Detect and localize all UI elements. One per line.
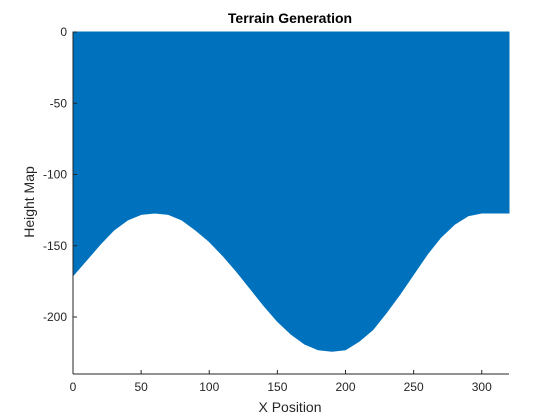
series-layer bbox=[72, 31, 510, 352]
x-tick-label: 0 bbox=[70, 380, 77, 394]
y-tick-label: -50 bbox=[50, 96, 68, 110]
ticks-layer: 0 50 100 150 200 250 300 0 -50 -100 -150 -200 bbox=[43, 25, 492, 394]
x-tick-label: 150 bbox=[267, 380, 287, 394]
x-tick-label: 200 bbox=[335, 380, 355, 394]
x-tick-label: 300 bbox=[472, 380, 492, 394]
y-tick-label: -200 bbox=[43, 310, 67, 324]
y-tick-label: -100 bbox=[43, 168, 67, 182]
y-tick-label: 0 bbox=[60, 25, 67, 39]
x-axis-label: X Position bbox=[258, 399, 321, 415]
y-axis-label: Height Map bbox=[21, 166, 37, 238]
x-tick-label: 50 bbox=[134, 380, 148, 394]
x-tick-label: 250 bbox=[404, 380, 424, 394]
y-tick-label: -150 bbox=[43, 239, 67, 253]
chart-title: Terrain Generation bbox=[228, 10, 352, 26]
terrain-area-series-0 bbox=[72, 31, 510, 352]
x-tick-label: 100 bbox=[199, 380, 219, 394]
